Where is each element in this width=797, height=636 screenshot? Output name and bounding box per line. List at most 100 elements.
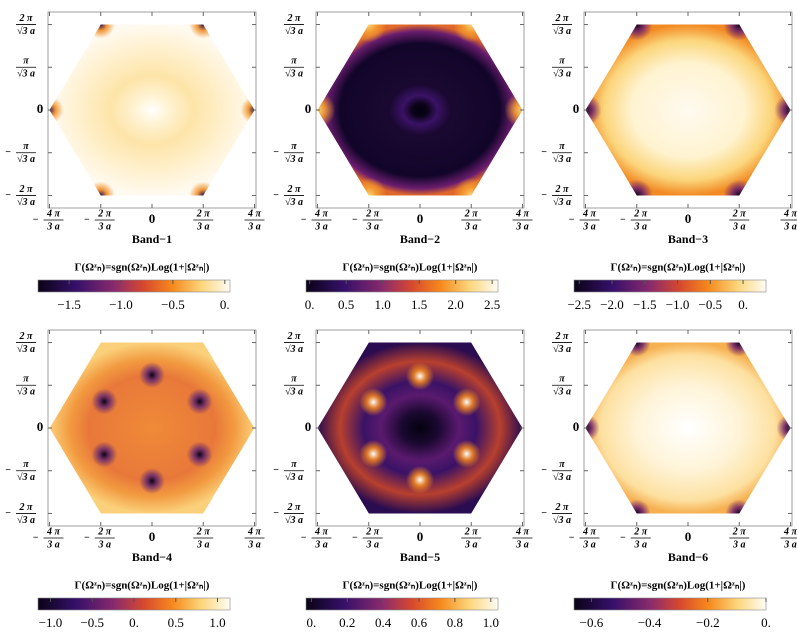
- x-tick-label: 2 π: [464, 208, 479, 219]
- x-tick-label: 0: [417, 529, 424, 544]
- colorbar-tick-label: −2.0: [600, 297, 624, 312]
- colorbar-tick-label: 0.: [220, 297, 230, 312]
- y-tick-label: √3 a: [285, 154, 303, 165]
- hexagon-zone: [585, 342, 791, 514]
- colorbar-tick-label: 2.5: [484, 297, 500, 312]
- colorbar-label: Γ(Ωᶻₙ)=sgn(Ωᶻₙ)Log(1+|Ωᶻₙ|): [75, 580, 210, 592]
- x-tick-label: 3 a: [633, 221, 647, 232]
- colorbar: [573, 279, 767, 293]
- colorbar-label: Γ(Ωᶻₙ)=sgn(Ωᶻₙ)Log(1+|Ωᶻₙ|): [611, 580, 746, 592]
- x-tick-label: 4 π: [46, 526, 61, 537]
- x-tick-label: 2 π: [732, 208, 747, 219]
- y-tick-label: 2 π: [555, 331, 570, 342]
- hotspot: [406, 362, 434, 391]
- y-tick-label: √3 a: [285, 387, 303, 398]
- y-tick-label: 2 π: [555, 184, 570, 195]
- panel-title: Band−6: [668, 550, 708, 564]
- y-tick-label: √3 a: [285, 344, 303, 355]
- colorbar-tick-label: 0.4: [375, 615, 392, 630]
- x-tick-label: 3 a: [633, 539, 647, 550]
- y-tick-label: √3 a: [17, 515, 35, 526]
- y-tick-label: −: [273, 190, 279, 201]
- colorbar-tick-label: −1.5: [633, 297, 657, 312]
- hotspot: [139, 468, 165, 495]
- y-tick-label: π: [23, 459, 29, 470]
- y-tick-label: −: [5, 190, 11, 201]
- y-tick-label: 2 π: [287, 331, 302, 342]
- colorbar-label: Γ(Ωᶻₙ)=sgn(Ωᶻₙ)Log(1+|Ωᶻₙ|): [611, 262, 746, 274]
- x-tick-label: 4 π: [783, 208, 797, 219]
- colorbar: [305, 597, 499, 611]
- x-tick-label: 3 a: [247, 221, 261, 232]
- y-tick-label: −: [541, 147, 547, 158]
- colorbar: [305, 279, 499, 293]
- x-tick-label: 3 a: [582, 539, 596, 550]
- y-tick-label: π: [23, 141, 29, 152]
- colorbar-tick-label: −0.5: [699, 297, 723, 312]
- y-tick-label: √3 a: [285, 26, 303, 37]
- hexagon-zone: [317, 342, 523, 514]
- colorbar-tick-label: 0.2: [339, 615, 355, 630]
- y-tick-label: 0: [305, 419, 312, 434]
- x-tick-label: 2 π: [633, 208, 648, 219]
- colorbar-tick-label: 1.0: [375, 297, 391, 312]
- colorbar: [37, 279, 231, 293]
- colorbar-tick-label: 0.: [738, 297, 748, 312]
- x-tick-label: 0: [149, 529, 156, 544]
- x-tick-label: −: [84, 532, 90, 543]
- y-tick-label: √3 a: [553, 387, 571, 398]
- y-tick-label: √3 a: [285, 69, 303, 80]
- x-tick-label: 3 a: [582, 221, 596, 232]
- x-tick-label: 3 a: [464, 539, 478, 550]
- x-tick-label: 3 a: [97, 221, 111, 232]
- x-tick-label: 3 a: [464, 221, 478, 232]
- y-tick-label: √3 a: [553, 344, 571, 355]
- x-tick-label: 3 a: [247, 539, 261, 550]
- hotspot: [359, 388, 388, 417]
- x-tick-label: 2 π: [97, 208, 112, 219]
- panel-title: Band−1: [132, 232, 172, 246]
- panel-title: Band−3: [668, 232, 708, 246]
- x-tick-label: −: [33, 532, 39, 543]
- y-tick-label: π: [559, 374, 565, 385]
- x-tick-label: −: [569, 532, 575, 543]
- colorbar-tick-label: −0.2: [696, 615, 720, 630]
- x-tick-label: 3 a: [314, 221, 328, 232]
- y-tick-label: 2 π: [287, 184, 302, 195]
- x-tick-label: 2 π: [196, 526, 211, 537]
- x-tick-label: 3 a: [783, 221, 797, 232]
- y-tick-label: √3 a: [17, 197, 35, 208]
- colorbar-tick-label: 0.: [305, 297, 315, 312]
- hotspot: [186, 441, 213, 468]
- colorbar-label: Γ(Ωᶻₙ)=sgn(Ωᶻₙ)Log(1+|Ωᶻₙ|): [343, 262, 478, 274]
- density-plot: [317, 24, 523, 196]
- hexagon-zone: [49, 342, 255, 514]
- hexagon-zone: [49, 24, 255, 196]
- y-tick-label: √3 a: [285, 472, 303, 483]
- y-tick-label: −: [541, 190, 547, 201]
- y-tick-label: √3 a: [17, 69, 35, 80]
- x-tick-label: 3 a: [97, 539, 111, 550]
- colorbar-tick-label: 0.: [761, 615, 771, 630]
- y-tick-label: π: [291, 374, 297, 385]
- y-tick-label: 0: [573, 419, 580, 434]
- y-tick-label: √3 a: [17, 154, 35, 165]
- colorbar-tick-label: −1.0: [109, 297, 133, 312]
- density-plot: [317, 342, 523, 514]
- x-tick-label: 4 π: [247, 208, 262, 219]
- x-tick-label: −: [620, 214, 626, 225]
- x-tick-label: 4 π: [247, 526, 262, 537]
- colorbar-tick-label: 0.6: [411, 615, 428, 630]
- x-tick-label: 2 π: [365, 526, 380, 537]
- y-tick-label: π: [559, 459, 565, 470]
- x-tick-label: 4 π: [515, 208, 530, 219]
- density-plot: [49, 342, 255, 514]
- colorbar-tick-label: −1.5: [57, 297, 81, 312]
- density-plot: [49, 24, 255, 196]
- panel-title: Band−5: [400, 550, 440, 564]
- y-tick-label: −: [541, 465, 547, 476]
- y-tick-label: √3 a: [17, 472, 35, 483]
- colorbar-tick-label: −0.6: [580, 615, 604, 630]
- colorbar-label: Γ(Ωᶻₙ)=sgn(Ωᶻₙ)Log(1+|Ωᶻₙ|): [75, 262, 210, 274]
